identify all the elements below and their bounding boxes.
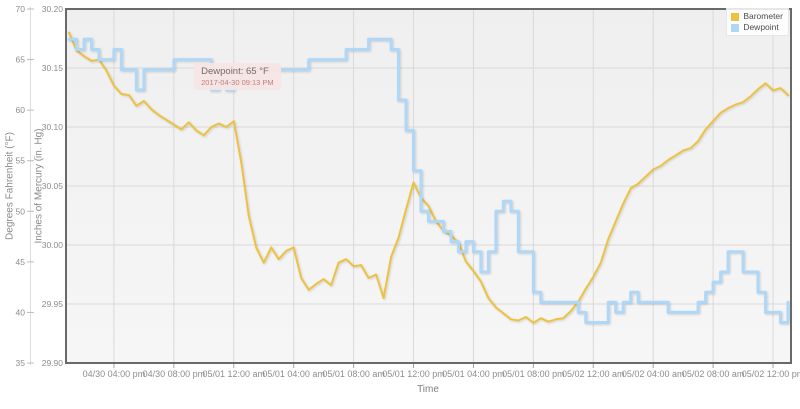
f-tick-label: 35 <box>16 358 26 368</box>
hg-tick-label: 30.10 <box>42 122 64 132</box>
legend-label-dewpoint: Dewpoint <box>743 22 779 32</box>
x-tick-label: 05/02 08:00 am <box>682 369 745 379</box>
legend: Barometer Dewpoint <box>726 8 789 36</box>
f-tick-label: 65 <box>16 55 26 65</box>
x-tick-label: 04/30 04:00 pm <box>83 369 146 379</box>
hg-tick-label: 30.20 <box>42 4 64 14</box>
dewpoint-line[interactable] <box>67 37 790 324</box>
x-tick-label: 05/01 12:00 pm <box>382 369 445 379</box>
plot-border <box>65 8 792 364</box>
x-tick-label: 04/30 08:00 pm <box>143 369 206 379</box>
barometer-swatch-icon <box>731 12 740 21</box>
x-tick-label: 05/02 04:00 am <box>622 369 685 379</box>
x-tick-label: 05/02 12:00 am <box>562 369 625 379</box>
legend-label-barometer: Barometer <box>743 11 783 21</box>
f-tick-label: 40 <box>16 307 26 317</box>
x-tick-label: 05/01 12:00 am <box>202 369 265 379</box>
x-tick-label: 05/01 08:00 pm <box>502 369 565 379</box>
f-tick-label: 45 <box>16 257 26 267</box>
y-axis-title-mercury: Inches of Mercury (in. Hg) <box>33 128 45 244</box>
f-tick-label: 60 <box>16 105 26 115</box>
barometer-line[interactable] <box>68 31 789 324</box>
hg-tick-label: 30.05 <box>42 181 64 191</box>
y-axis-title-fahrenheit: Degrees Fahrenheit (°F) <box>4 132 16 240</box>
f-tick-label: 50 <box>16 206 26 216</box>
hg-tick-label: 29.90 <box>42 358 64 368</box>
x-tick-label: 05/01 04:00 pm <box>442 369 505 379</box>
legend-item-barometer: Barometer <box>731 11 783 22</box>
f-tick-label: 70 <box>16 4 26 14</box>
x-tick-label: 05/01 08:00 am <box>322 369 385 379</box>
hg-tick-label: 30.00 <box>42 240 64 250</box>
f-tick-label: 55 <box>16 156 26 166</box>
x-tick-label: 05/01 04:00 am <box>262 369 325 379</box>
hg-tick-label: 30.15 <box>42 63 64 73</box>
hg-tick-label: 29.95 <box>42 299 64 309</box>
dewpoint-swatch-icon <box>731 23 740 32</box>
x-axis-title-time: Time <box>417 384 439 395</box>
legend-item-dewpoint: Dewpoint <box>731 22 783 33</box>
x-tick-label: 05/02 12:00 pm <box>742 369 800 379</box>
